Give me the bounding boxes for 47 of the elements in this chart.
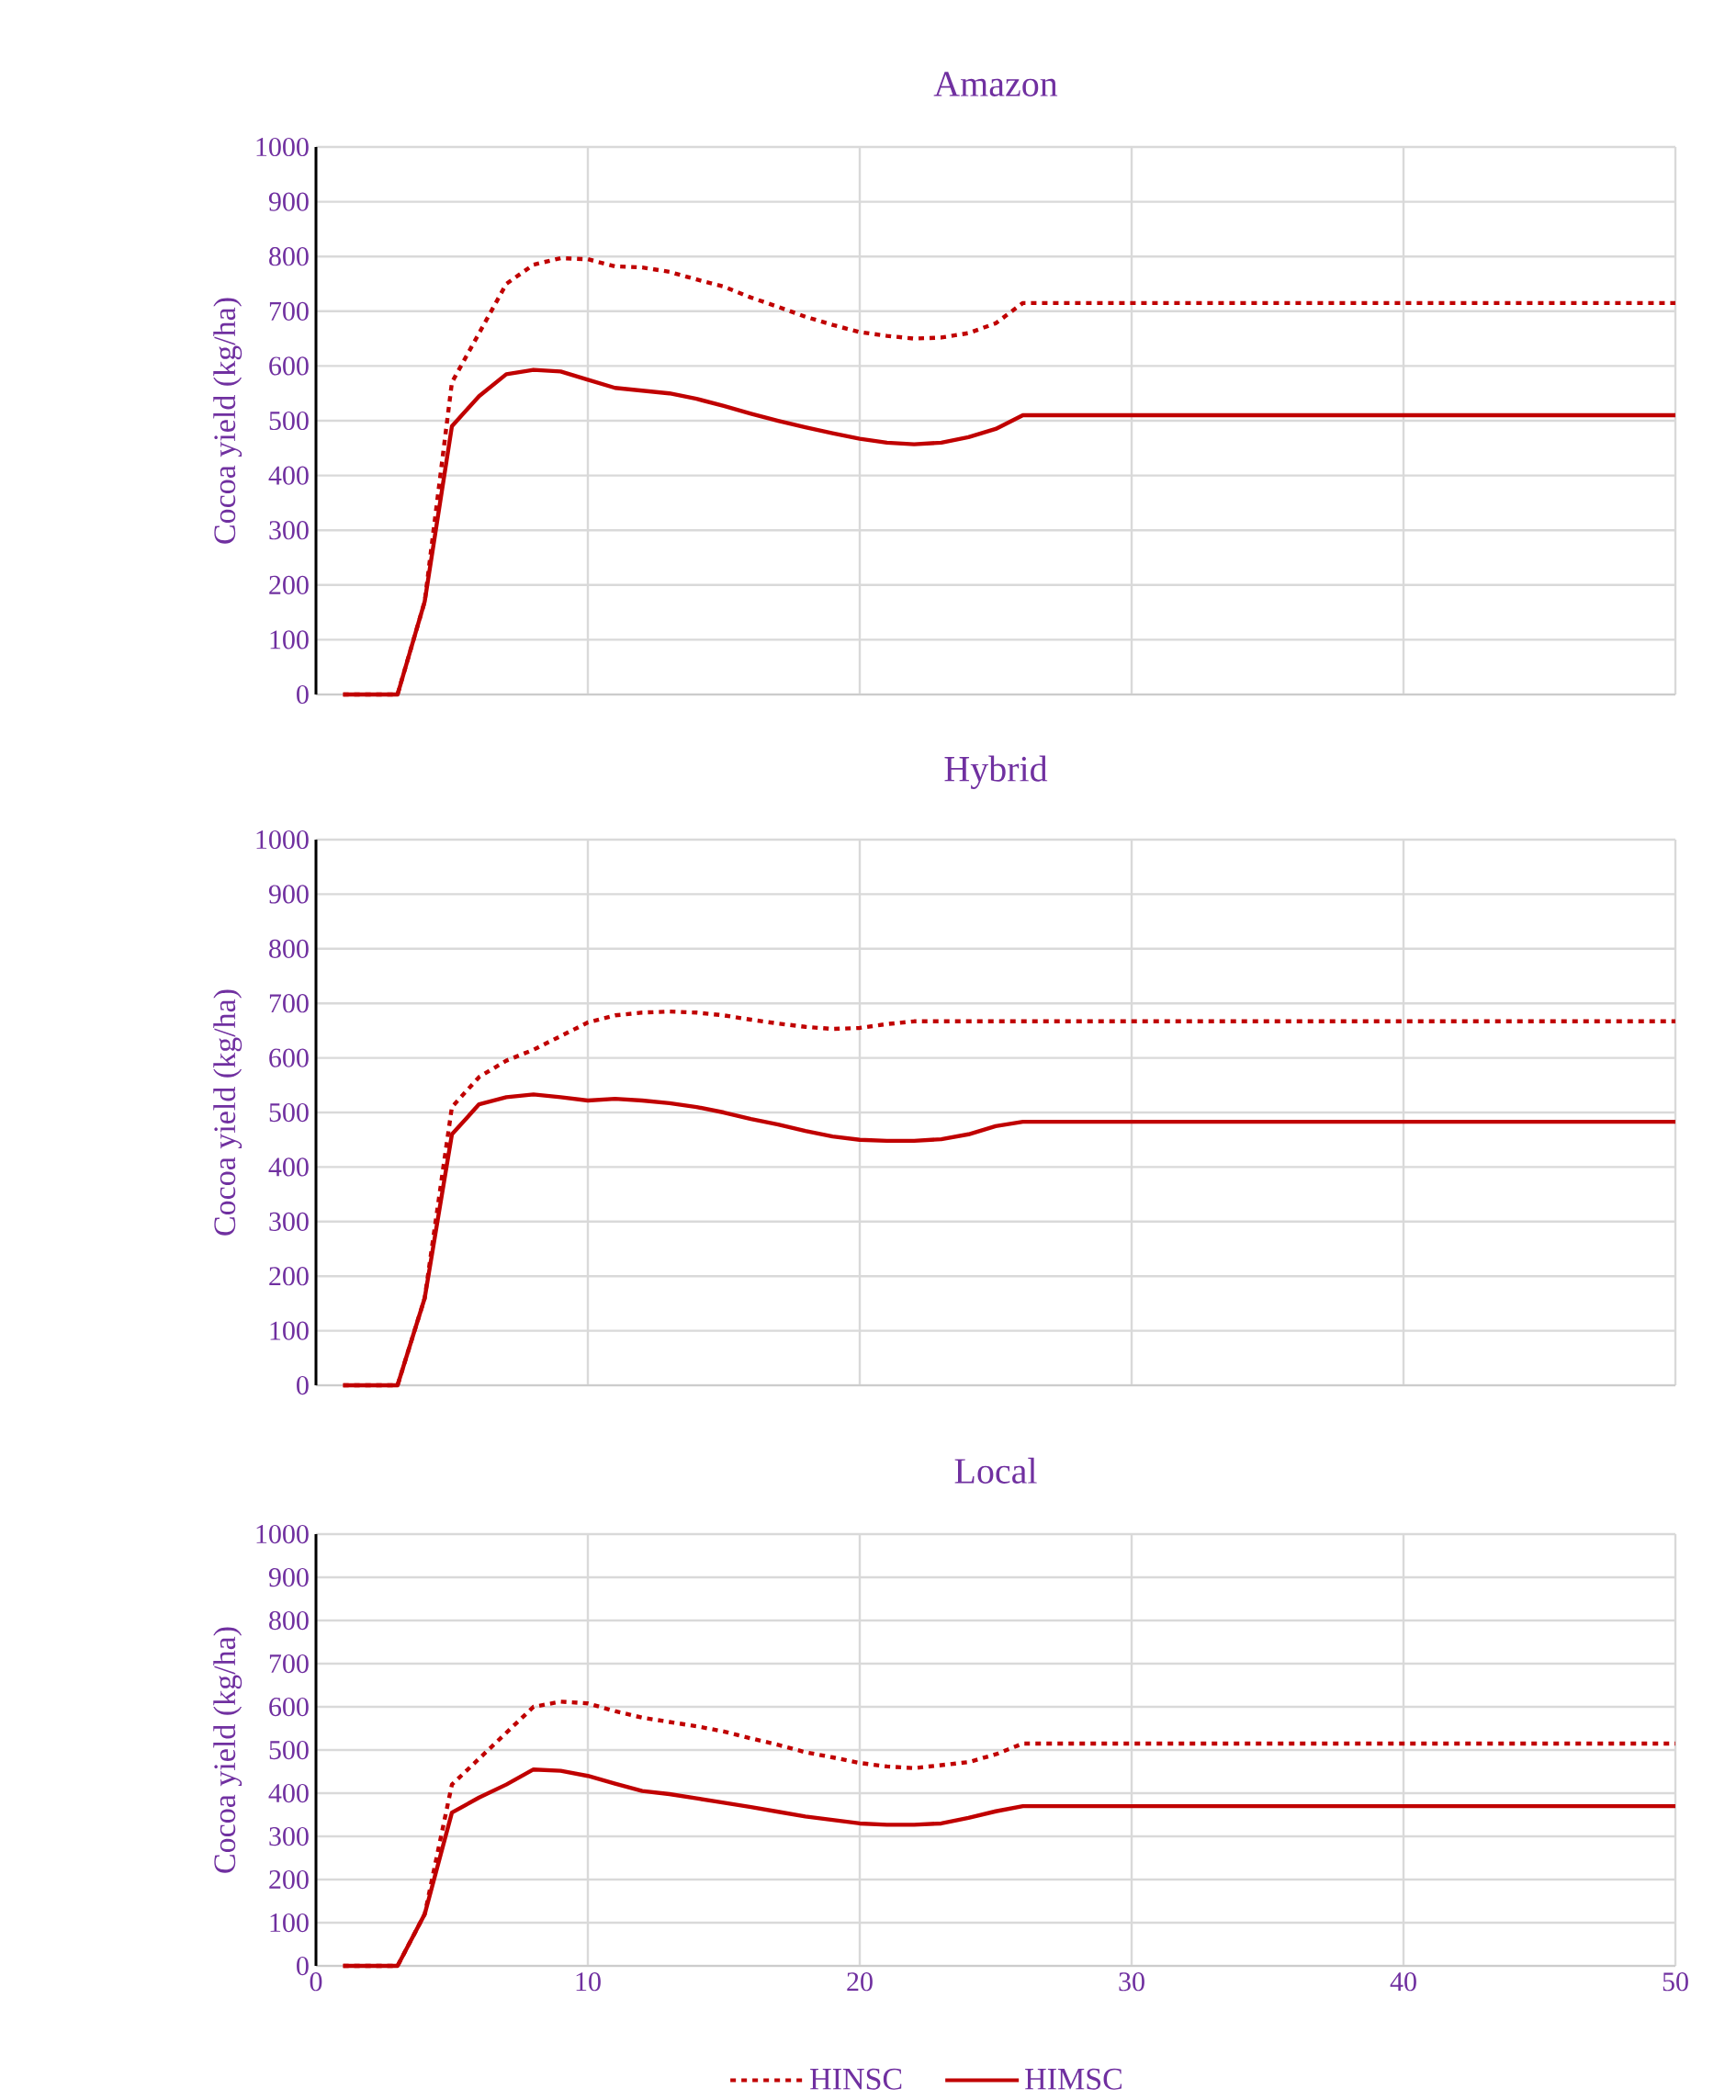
- y-tick-label: 900: [268, 192, 309, 211]
- y-tick-label: 1000: [256, 137, 309, 157]
- y-tick-label: 0: [297, 684, 309, 705]
- y-tick-label: 100: [270, 630, 309, 649]
- y-tick-label: 400: [268, 1157, 309, 1177]
- y-axis-title: Cocoa yield (kg/ha): [213, 989, 242, 1236]
- y-tick-label: 200: [269, 575, 309, 594]
- y-tick-label: 800: [269, 939, 309, 958]
- x-tick-label: 50: [1663, 1972, 1688, 1992]
- y-tick-label: 400: [268, 466, 309, 485]
- y-tick-label: 300: [269, 1212, 309, 1231]
- y-tick-label: 900: [268, 885, 309, 904]
- y-tick-label: 800: [269, 1610, 309, 1631]
- y-tick-label: 200: [269, 1869, 309, 1890]
- y-tick-label: 100: [270, 1913, 309, 1933]
- y-tick-label: 600: [269, 1697, 309, 1717]
- x-tick-label: 30: [1119, 1972, 1144, 1992]
- y-tick-label: 400: [268, 1783, 309, 1803]
- x-tick-label: 20: [847, 1972, 873, 1992]
- y-tick-label: 0: [297, 1375, 309, 1395]
- legend-label: HIMSC: [1025, 2068, 1122, 2090]
- y-tick-label: 500: [269, 411, 309, 431]
- y-tick-label: 300: [269, 1826, 309, 1846]
- x-tick-label: 10: [576, 1972, 601, 1992]
- y-tick-label: 0: [297, 1956, 309, 1976]
- y-tick-label: 600: [269, 356, 309, 376]
- chart-title: Hybrid: [944, 755, 1048, 789]
- y-tick-label: 800: [269, 247, 309, 266]
- y-tick-label: 500: [269, 1740, 309, 1760]
- y-tick-label: 1000: [256, 830, 309, 850]
- x-tick-label: 40: [1390, 1972, 1416, 1992]
- x-tick-label: 0: [310, 1972, 322, 1992]
- y-axis-title: Cocoa yield (kg/ha): [213, 298, 242, 544]
- y-tick-label: 900: [268, 1567, 309, 1587]
- legend-label: HINSC: [810, 2068, 902, 2090]
- y-tick-label: 700: [269, 1654, 309, 1674]
- y-tick-label: 700: [269, 994, 309, 1013]
- chart-title: Local: [954, 1457, 1037, 1484]
- y-tick-label: 600: [269, 1048, 309, 1067]
- y-tick-label: 200: [269, 1267, 309, 1286]
- y-tick-label: 100: [270, 1321, 309, 1340]
- y-tick-label: 500: [269, 1102, 309, 1123]
- y-axis-title: Cocoa yield (kg/ha): [213, 1627, 242, 1873]
- y-tick-label: 1000: [256, 1524, 309, 1544]
- chart-title: Amazon: [933, 72, 1058, 96]
- y-tick-label: 700: [269, 301, 309, 321]
- y-tick-label: 300: [269, 521, 309, 540]
